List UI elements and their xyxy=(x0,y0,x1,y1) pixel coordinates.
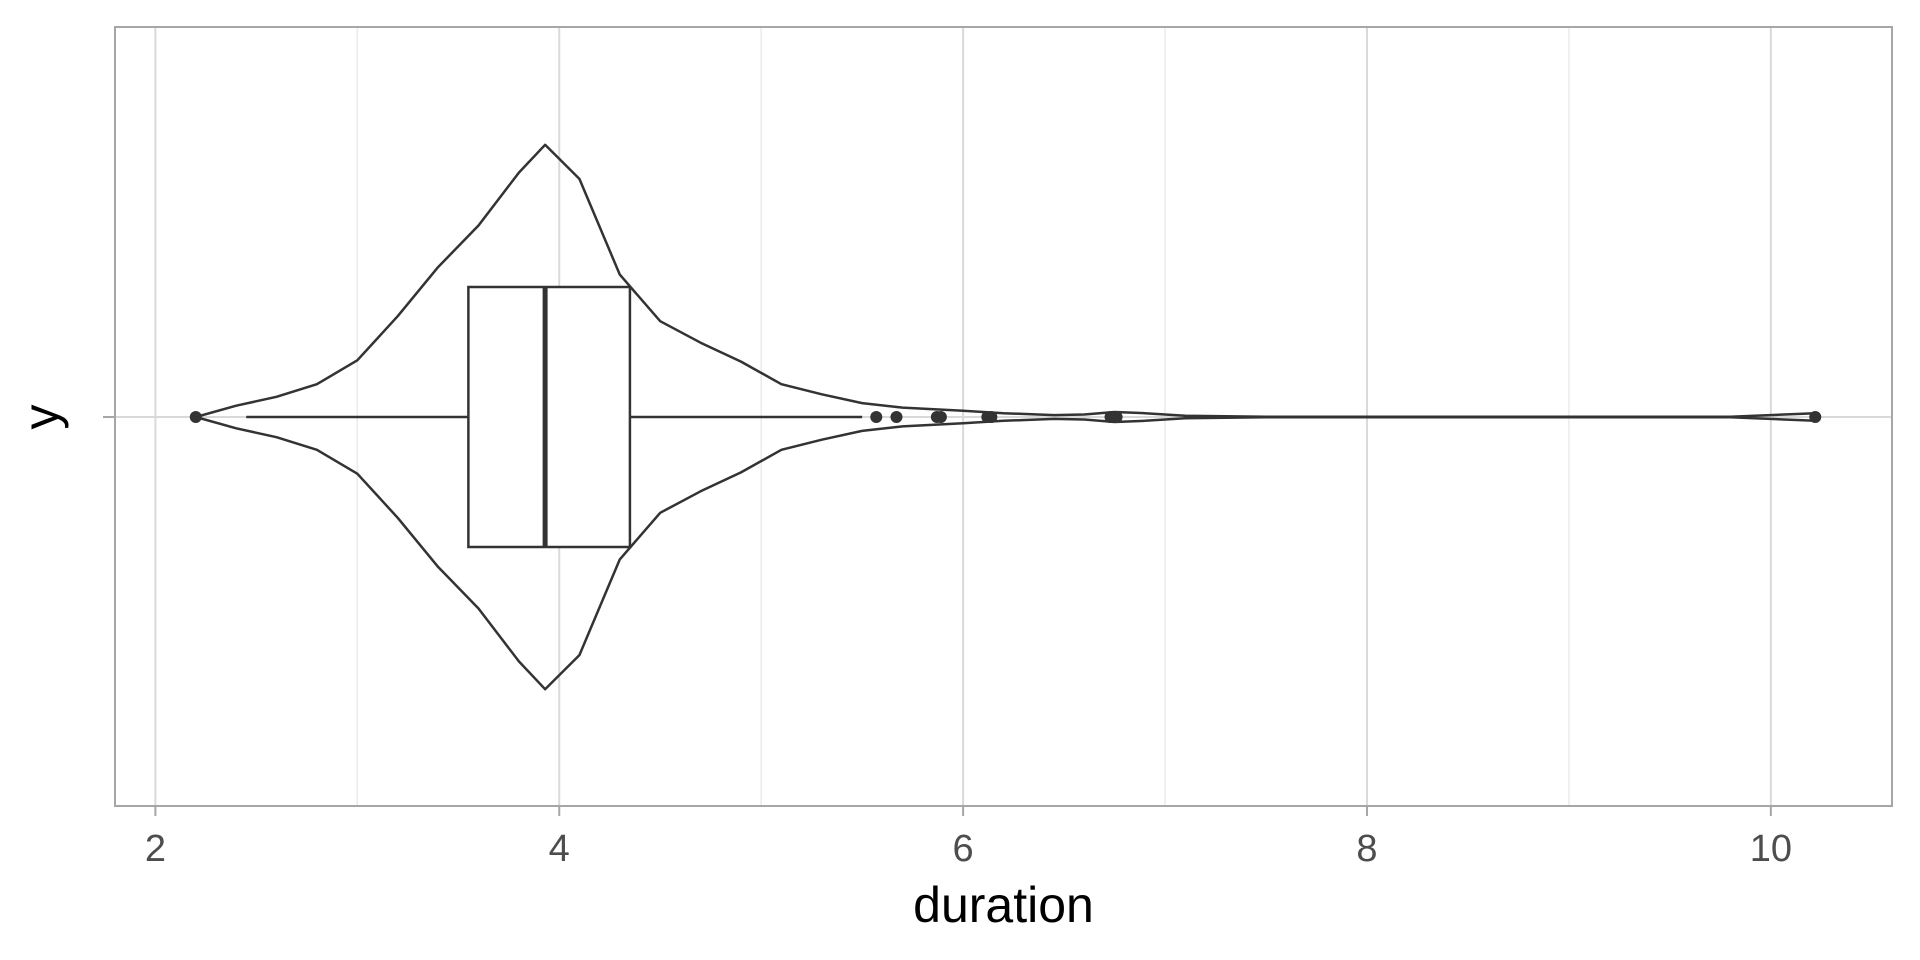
x-tick-label: 6 xyxy=(953,828,974,870)
outlier-point xyxy=(890,411,903,423)
outlier-point xyxy=(189,411,202,423)
outlier-point xyxy=(985,411,998,423)
axis-ticks: 2 4 6 8 10 xyxy=(103,416,1792,870)
x-tick-label: 4 xyxy=(549,828,570,870)
outlier-point xyxy=(870,411,883,423)
outlier-point xyxy=(1809,411,1822,423)
outlier-point xyxy=(1110,411,1123,423)
outlier-point xyxy=(934,411,947,423)
y-axis-title: y xyxy=(13,405,69,430)
x-tick-label: 2 xyxy=(145,828,166,870)
x-tick-label: 10 xyxy=(1750,828,1792,870)
x-tick-label: 8 xyxy=(1356,828,1377,870)
interquartile-box xyxy=(467,285,632,549)
x-axis-title: duration xyxy=(913,877,1094,933)
chart-marks xyxy=(189,143,1822,691)
